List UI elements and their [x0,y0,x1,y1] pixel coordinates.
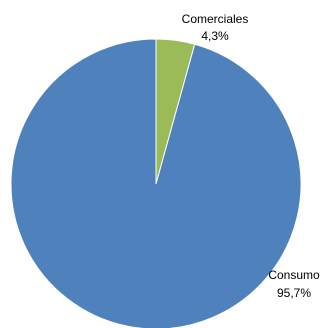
slice-label-comerciales: Comerciales [182,12,249,26]
pie-slice-consumo [10,38,302,328]
slice-value-comerciales: 4,3% [201,29,229,43]
pie-slices [10,38,302,328]
slice-label-consumo: Consumo [268,268,320,282]
slice-value-consumo: 95,7% [277,286,311,300]
